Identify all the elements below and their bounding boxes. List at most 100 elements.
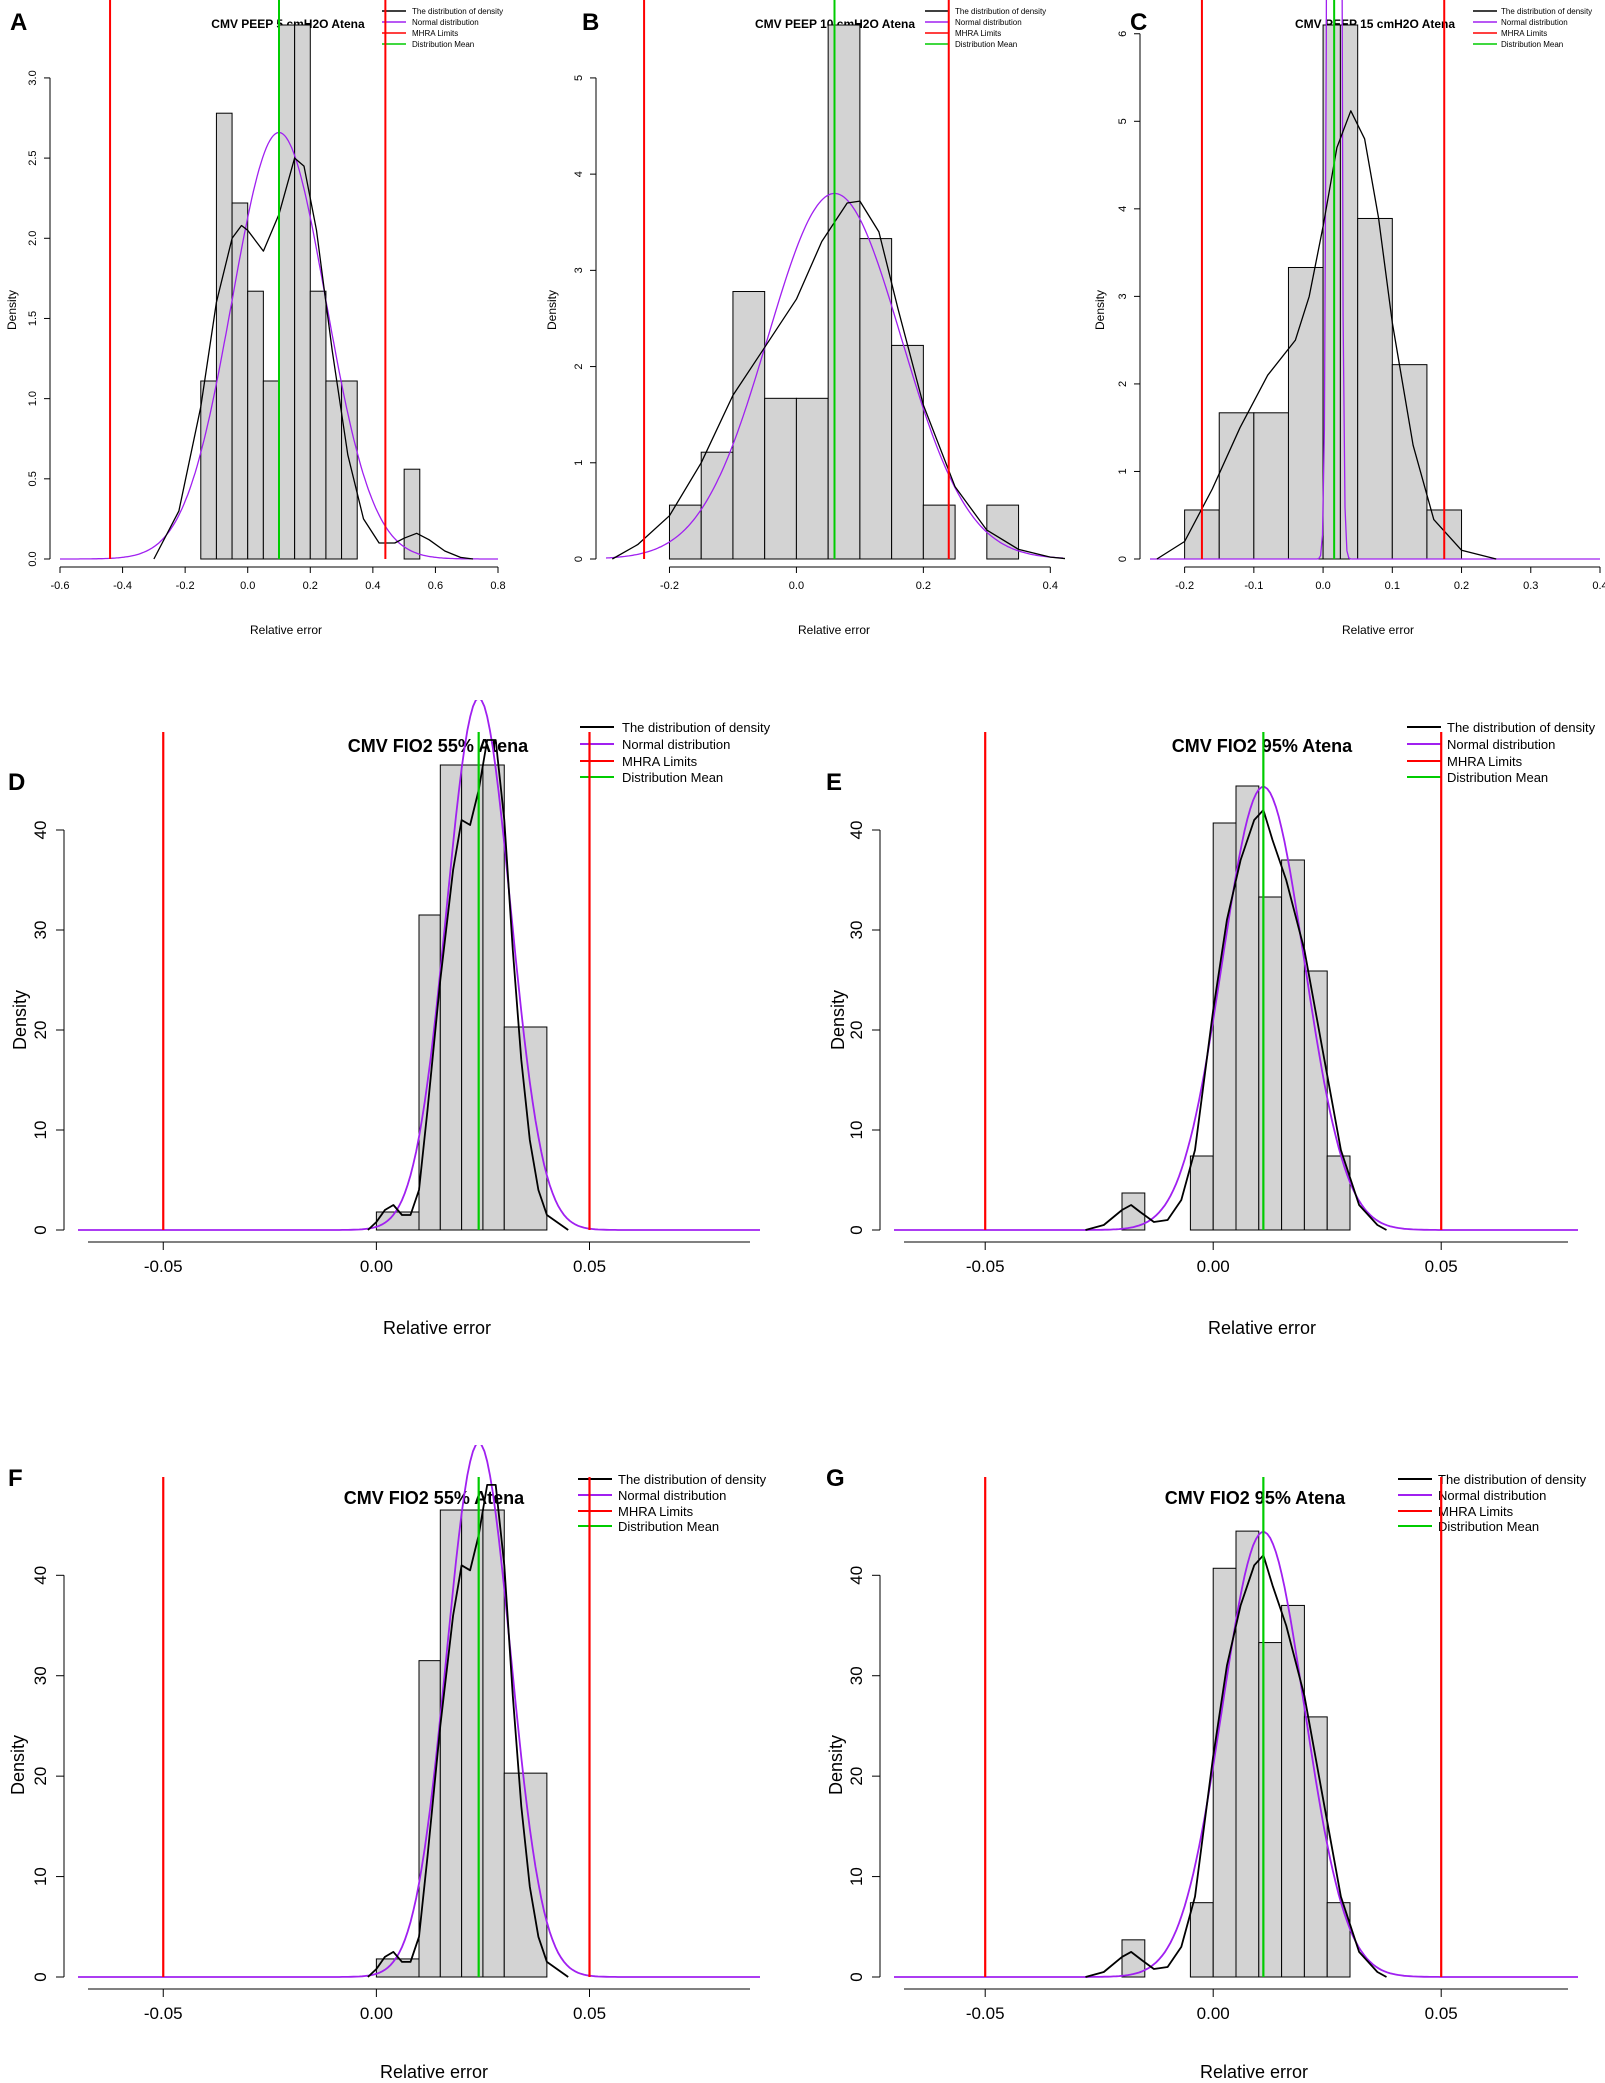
x-tick-label: 0.3 bbox=[1523, 580, 1538, 592]
legend-normal-label: Normal distribution bbox=[618, 1488, 726, 1503]
normal-distribution-curve bbox=[894, 785, 1578, 1231]
panel-letter: D bbox=[8, 769, 25, 796]
legend-normal-label: Normal distribution bbox=[955, 18, 1022, 27]
histogram-bar bbox=[891, 344, 924, 560]
density-curve bbox=[367, 1484, 569, 1978]
legend: The distribution of density Normal distr… bbox=[580, 720, 771, 785]
x-tick-label: -0.05 bbox=[144, 2004, 183, 2023]
chart-title: CMV FIO2 95% Atena bbox=[1165, 1488, 1346, 1508]
legend: The distribution of density Normal distr… bbox=[1473, 7, 1592, 49]
histogram-bar bbox=[764, 397, 797, 560]
y-tick-label: 2.5 bbox=[27, 150, 39, 165]
x-tick-label: 0.05 bbox=[573, 2004, 606, 2023]
y-tick-label: 0 bbox=[31, 1225, 50, 1234]
legend-mean-label: Distribution Mean bbox=[618, 1519, 719, 1534]
y-tick-label: 5 bbox=[573, 75, 585, 81]
x-tick-label: 0.05 bbox=[1425, 1257, 1458, 1276]
legend: The distribution of density Normal distr… bbox=[578, 1472, 767, 1534]
y-axis-title: Density bbox=[1093, 290, 1107, 330]
density-curve bbox=[367, 739, 569, 1231]
histogram-bar bbox=[1391, 364, 1428, 560]
y-axis-title: Density bbox=[828, 990, 848, 1050]
legend-normal-label: Normal distribution bbox=[1438, 1488, 1546, 1503]
legend-density-label: The distribution of density bbox=[622, 720, 771, 735]
y-tick-label: 0 bbox=[573, 556, 585, 562]
histogram-bar bbox=[403, 468, 421, 560]
legend-mean-label: Distribution Mean bbox=[622, 770, 723, 785]
histogram-bar bbox=[1281, 1604, 1305, 1978]
legend-limits-label: MHRA Limits bbox=[618, 1504, 694, 1519]
y-tick-label: 3.0 bbox=[27, 70, 39, 85]
panel-a: A CMV PEEP 5 cmH2O Atena The distributio… bbox=[5, 0, 506, 637]
y-tick-label: 2.0 bbox=[27, 231, 39, 246]
x-tick-label: 0.00 bbox=[360, 1257, 393, 1276]
y-tick-label: 40 bbox=[31, 821, 50, 840]
panel-letter: G bbox=[826, 1465, 845, 1492]
legend-limits-label: MHRA Limits bbox=[1447, 754, 1523, 769]
histogram-bar bbox=[309, 290, 327, 560]
y-tick-label: 1 bbox=[573, 460, 585, 466]
histogram-bar bbox=[1121, 1939, 1146, 1978]
legend: The distribution of density Normal distr… bbox=[1398, 1472, 1587, 1534]
histogram-bar bbox=[1212, 822, 1237, 1231]
chart-title: CMV PEEP 5 cmH2O Atena bbox=[211, 17, 365, 31]
legend-normal-label: Normal distribution bbox=[622, 737, 730, 752]
legend-density-label: The distribution of density bbox=[412, 7, 503, 16]
x-axis-title: Relative error bbox=[1208, 1318, 1316, 1338]
x-tick-label: 0.00 bbox=[1197, 2004, 1230, 2023]
density-curve bbox=[611, 200, 1065, 560]
x-tick-label: -0.4 bbox=[113, 580, 132, 592]
panel-c: C CMV PEEP 15 cmH2O Atena The distributi… bbox=[1093, 0, 1605, 637]
histogram-bar bbox=[986, 504, 1020, 560]
legend-density-label: The distribution of density bbox=[1438, 1472, 1587, 1487]
y-axis-title: Density bbox=[5, 290, 19, 330]
histogram-bar bbox=[1189, 1902, 1214, 1978]
histogram-bar bbox=[375, 1958, 420, 1978]
y-tick-label: 5 bbox=[1117, 118, 1129, 124]
density-curve bbox=[1085, 1554, 1387, 1978]
histogram-bar bbox=[922, 504, 956, 560]
panel-letter: C bbox=[1130, 9, 1147, 36]
x-tick-label: 0.0 bbox=[1315, 580, 1330, 592]
legend-density-label: The distribution of density bbox=[618, 1472, 767, 1487]
y-tick-label: 30 bbox=[847, 1666, 866, 1685]
y-axis-title: Density bbox=[826, 1735, 846, 1795]
histogram-bar bbox=[668, 504, 702, 560]
histogram-bar bbox=[1326, 1902, 1351, 1978]
y-axis-title: Density bbox=[545, 290, 559, 330]
chart-title: CMV FIO2 55% Atena bbox=[348, 736, 529, 756]
histogram-bar bbox=[1258, 896, 1283, 1231]
y-tick-label: 20 bbox=[847, 1021, 866, 1040]
histogram-bar bbox=[1121, 1192, 1146, 1231]
legend-mean-label: Distribution Mean bbox=[955, 40, 1017, 49]
x-tick-label: 0.00 bbox=[360, 2004, 393, 2023]
histogram-bar bbox=[827, 24, 861, 560]
histogram-bar bbox=[1287, 266, 1324, 560]
histogram-bar bbox=[503, 1026, 548, 1231]
x-tick-label: -0.2 bbox=[176, 580, 195, 592]
y-tick-label: 1.5 bbox=[27, 311, 39, 326]
y-tick-label: 10 bbox=[31, 1867, 50, 1886]
panel-letter: E bbox=[826, 769, 842, 796]
x-tick-label: -0.05 bbox=[966, 1257, 1005, 1276]
histogram-bar bbox=[1357, 217, 1393, 560]
normal-distribution-curve bbox=[894, 1531, 1578, 1978]
x-tick-label: 0.4 bbox=[365, 580, 380, 592]
y-tick-label: 20 bbox=[847, 1767, 866, 1786]
panel-letter: B bbox=[582, 9, 599, 36]
y-tick-label: 30 bbox=[847, 921, 866, 940]
x-axis-title: Relative error bbox=[1342, 623, 1414, 637]
x-axis-title: Relative error bbox=[383, 1318, 491, 1338]
y-axis-title: Density bbox=[8, 1735, 28, 1795]
y-axis-title: Density bbox=[10, 990, 30, 1050]
histogram-bar bbox=[503, 1772, 548, 1978]
histogram-bar bbox=[278, 24, 296, 560]
panel-d: D CMV FIO2 55% Atena The distribution of… bbox=[8, 700, 771, 1338]
legend-normal-label: Normal distribution bbox=[412, 18, 479, 27]
x-tick-label: 0.2 bbox=[1454, 580, 1469, 592]
y-tick-label: 1.0 bbox=[27, 391, 39, 406]
histogram-bar bbox=[247, 290, 264, 560]
histogram-bar bbox=[200, 380, 217, 560]
x-tick-label: 0.8 bbox=[490, 580, 505, 592]
x-tick-label: -0.1 bbox=[1244, 580, 1263, 592]
